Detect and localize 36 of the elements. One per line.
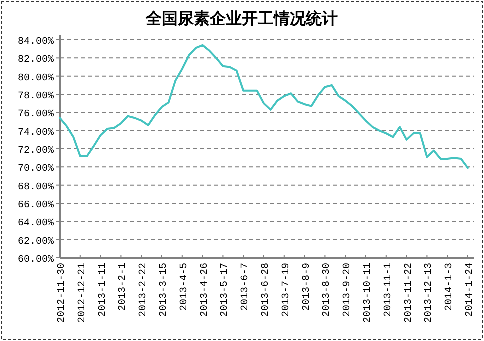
- x-tick-label: 2012-12-21: [77, 263, 88, 324]
- x-tick-label: 2013-8-30: [322, 263, 334, 318]
- y-tick-label: 72.00%: [18, 146, 54, 157]
- y-tick-label: 60.00%: [18, 255, 54, 266]
- x-tick-label: 2013-1-11: [98, 263, 109, 318]
- x-tick-label: 2013-3-15: [159, 263, 170, 318]
- x-tick-label: 2013-2-1: [118, 263, 130, 312]
- x-tick-label: 2013-2-22: [138, 263, 150, 318]
- x-tick-label: 2014-1-24: [465, 263, 476, 318]
- y-tick-label: 62.00%: [18, 236, 54, 248]
- x-tick-label: 2013-8-9: [302, 263, 313, 312]
- x-tick-label: 2013-12-13: [424, 263, 436, 324]
- y-tick-label: 76.00%: [18, 110, 54, 121]
- x-tick-label: 2013-11-1: [383, 263, 394, 318]
- y-tick-label: 84.00%: [18, 37, 54, 48]
- x-tick-label: 2013-7-19: [281, 263, 292, 318]
- x-tick-label: 2013-10-11: [363, 263, 374, 324]
- y-tick-label: 66.00%: [18, 200, 54, 212]
- x-tick-label: 2013-4-26: [200, 263, 211, 318]
- x-tick-label: 2012-11-30: [57, 263, 68, 324]
- x-tick-label: 2014-1-3: [444, 263, 456, 312]
- chart-title: 全国尿素企业开工情况统计: [145, 9, 338, 28]
- line-series: [59, 44, 469, 170]
- x-tick-label: 2013-11-22: [404, 263, 415, 324]
- y-tick-label: 70.00%: [18, 164, 54, 176]
- y-tick-label: 64.00%: [18, 218, 54, 230]
- y-tick-label: 74.00%: [18, 128, 54, 139]
- y-tick-label: 80.00%: [18, 73, 54, 84]
- y-tick-label: 82.00%: [18, 55, 54, 66]
- y-tick-label: 68.00%: [18, 182, 54, 194]
- x-tick-label: 2013-6-28: [261, 263, 272, 318]
- x-tick-label: 2013-6-7: [240, 263, 252, 312]
- y-tick-label: 78.00%: [18, 92, 54, 102]
- x-tick-label: 2013-5-17: [220, 263, 232, 318]
- x-tick-label: 2013-9-20: [342, 263, 354, 318]
- x-tick-label: 2013-4-5: [179, 263, 190, 312]
